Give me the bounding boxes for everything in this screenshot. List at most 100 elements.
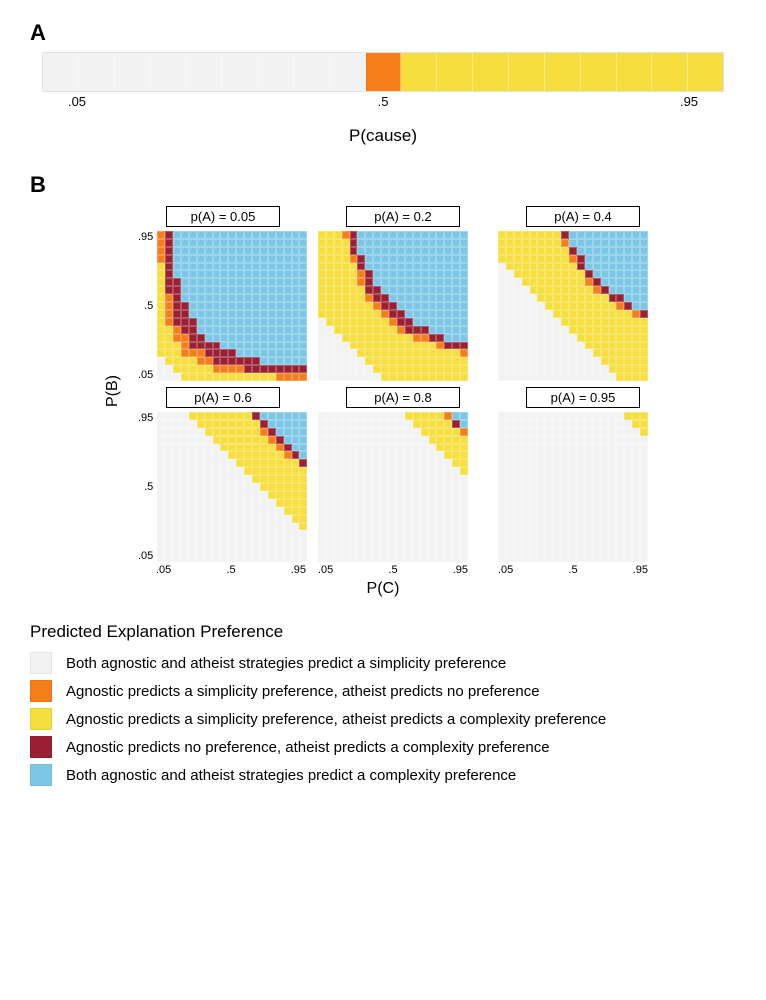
heatmap-cell [545,523,553,531]
heatmap-cell [624,239,632,247]
heatmap-cell [342,412,350,420]
heatmap-cell [593,342,601,350]
heatmap-cell [260,444,268,452]
heatmap-cell [157,278,165,286]
heatmap-cell [506,231,514,239]
heatmap-cell [381,467,389,475]
heatmap-cell [357,270,365,278]
heatmap-cell [397,255,405,263]
heatmap-cell [389,334,397,342]
heatmap-cell [429,459,437,467]
heatmap-cell [537,436,545,444]
heatmap-cell [268,523,276,531]
heatmap-cell [506,349,514,357]
heatmap-cell [506,318,514,326]
heatmap-cell [284,459,292,467]
heatmap-cell [585,239,593,247]
heatmap-cell [220,239,228,247]
heatmap-cell [569,263,577,271]
heatmap-cell [530,334,538,342]
heatmap-cell [276,247,284,255]
heatmap-cell [498,286,506,294]
heatmap-cell [421,451,429,459]
heatmap-cell [498,278,506,286]
heatmap-cell [413,286,421,294]
heatmap-cell [189,483,197,491]
heatmap-cell [342,554,350,562]
heatmap-cell [498,451,506,459]
heatmap-cell [601,239,609,247]
heatmap-cell [350,357,358,365]
heatmap-cell [318,318,326,326]
heatmap-cell [585,357,593,365]
heatmap-cell [405,326,413,334]
heatmap-cell [389,515,397,523]
heatmap-cell [397,546,405,554]
heatmap-cell [284,475,292,483]
heatmap-cell [460,491,468,499]
heatmap-cell [326,326,334,334]
heatmap-cell [436,459,444,467]
heatmap-cell [429,507,437,515]
heatmap-cell [436,349,444,357]
heatmap-cell [624,554,632,562]
heatmap-cell [213,286,221,294]
heatmap-cell [244,483,252,491]
heatmap-cell [413,483,421,491]
heatmap-cell [585,310,593,318]
heatmap-cell [609,302,617,310]
heatmap-cell [436,499,444,507]
heatmap-cell [577,546,585,554]
heatmap-cell [593,278,601,286]
heatmap-cell [498,412,506,420]
heatmap-cell [197,231,205,239]
heatmap-cell [260,302,268,310]
heatmap-cell [252,523,260,531]
heatmap-cell [342,326,350,334]
heatmap-cell [268,349,276,357]
legend-item: Agnostic predicts no preference, atheist… [30,736,736,758]
heatmap-cell [616,247,624,255]
heatmap-cell [252,231,260,239]
heatmap-cell [173,342,181,350]
heatmap-cell [413,444,421,452]
heatmap-cell [436,428,444,436]
heatmap-cell [616,318,624,326]
heatmap-cell [405,231,413,239]
heatmap-cell [292,459,300,467]
heatmap-cell [205,538,213,546]
heatmap-cell [181,538,189,546]
heatmap-cell [577,294,585,302]
heatmap-cell [244,263,252,271]
heatmap-cell [326,357,334,365]
heatmap-cell [609,318,617,326]
heatmap-cell [342,499,350,507]
heatmap-cell [299,507,307,515]
heatmap-cell [318,342,326,350]
heatmap-cell [284,523,292,531]
heatmap-cell [601,467,609,475]
heatmap-cell [350,467,358,475]
heatmap-cell [436,451,444,459]
heatmap [157,231,307,381]
heatmap-cell [522,357,530,365]
heatmap-cell [326,294,334,302]
heatmap-cell [609,483,617,491]
heatmap-cell [252,515,260,523]
heatmap-cell [537,546,545,554]
heatmap-cell [299,373,307,381]
heatmap-cell [381,428,389,436]
heatmap-cell [173,365,181,373]
heatmap-cell [609,554,617,562]
heatmap-cell [601,349,609,357]
heatmap-cell [421,294,429,302]
heatmap-cell [252,483,260,491]
heatmap-cell [205,365,213,373]
heatmap-cell [299,436,307,444]
heatmap-cell [460,349,468,357]
heatmap-cell [530,326,538,334]
heatmap-cell [632,278,640,286]
heatmap-cell [260,270,268,278]
heatmap-cell [365,451,373,459]
heatmap-cell [357,412,365,420]
